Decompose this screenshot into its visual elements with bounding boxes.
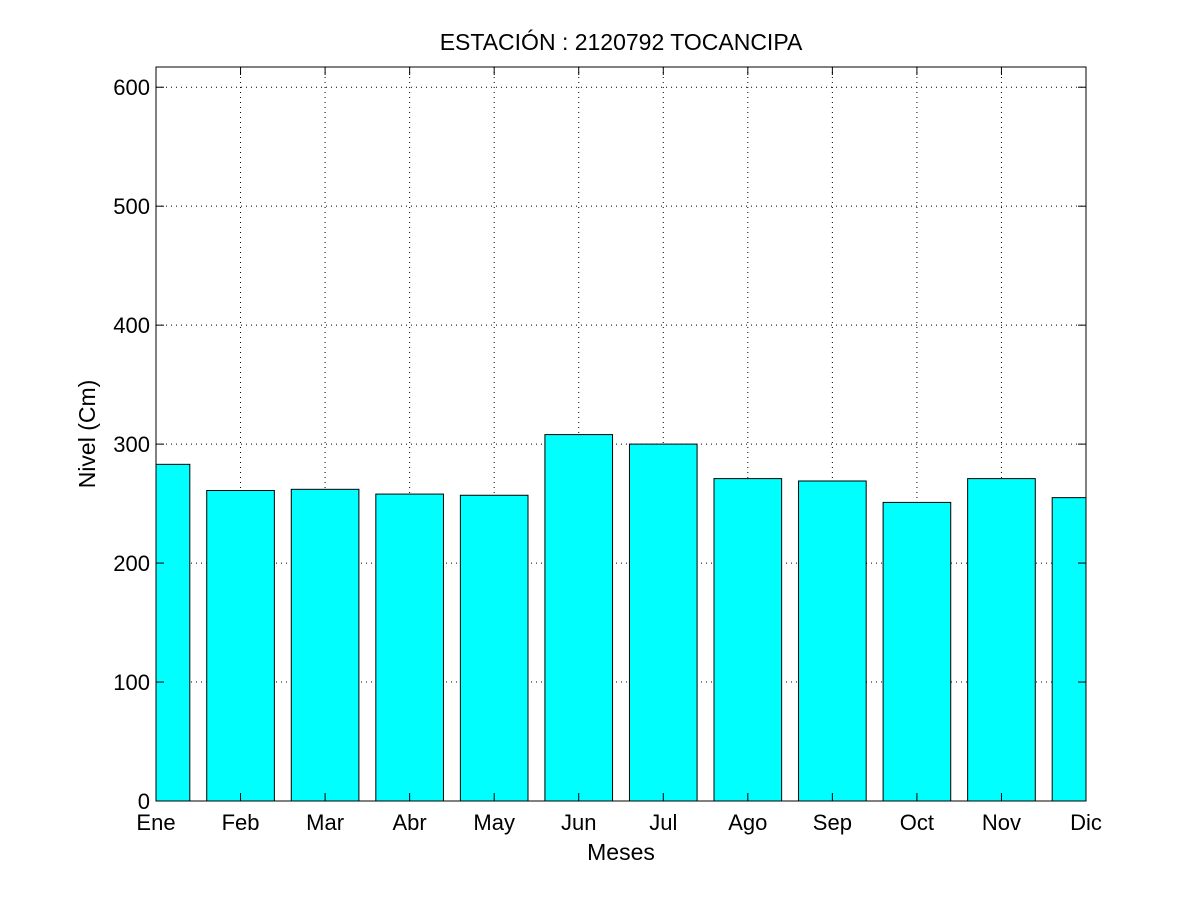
x-tick-label: Jun xyxy=(561,810,596,835)
bar-mar xyxy=(290,488,360,801)
y-tick-label: 500 xyxy=(113,194,150,219)
bar-oct xyxy=(882,501,952,801)
x-tick-label: Sep xyxy=(813,810,852,835)
bar-feb xyxy=(206,490,275,801)
y-tick-label: 0 xyxy=(138,789,150,814)
bar-ene xyxy=(156,463,191,801)
bar-nov xyxy=(967,478,1036,801)
x-tick-label: Feb xyxy=(222,810,260,835)
x-tick-label: Dic xyxy=(1070,810,1102,835)
x-tick-label: May xyxy=(473,810,515,835)
bar-jun xyxy=(544,434,614,801)
y-tick-labels: 0 100 200 300 400 500 600 xyxy=(113,75,150,814)
bar-may xyxy=(459,494,529,801)
x-tick-label: Ago xyxy=(728,810,767,835)
chart-title: ESTACIÓN : 2120792 TOCANCIPA xyxy=(440,29,803,55)
x-tick-label: Mar xyxy=(306,810,344,835)
plot-frame xyxy=(155,66,1087,802)
y-tick-label: 200 xyxy=(113,551,150,576)
x-tick-label: Oct xyxy=(900,810,934,835)
bar-jul xyxy=(628,443,698,801)
y-tick-label: 300 xyxy=(113,432,150,457)
y-tick-label: 100 xyxy=(113,670,150,695)
y-axis-label: Nivel (Cm) xyxy=(74,380,100,489)
x-axis-label: Meses xyxy=(587,839,655,865)
y-tick-label: 600 xyxy=(113,75,150,100)
x-tick-label: Abr xyxy=(393,810,427,835)
bars xyxy=(156,434,1086,801)
x-tick-labels: Ene Feb Mar Abr May Jun Jul Ago Sep Oct Nov Dic xyxy=(136,810,1101,835)
x-tick-label: Nov xyxy=(982,810,1021,835)
bar-dic xyxy=(1051,497,1086,801)
bar-sep xyxy=(798,480,867,801)
bar-ago xyxy=(713,478,783,801)
y-tick-label: 400 xyxy=(113,313,150,338)
x-tick-label: Ene xyxy=(136,810,175,835)
bar-abr xyxy=(375,493,444,801)
x-tick-label: Jul xyxy=(649,810,677,835)
